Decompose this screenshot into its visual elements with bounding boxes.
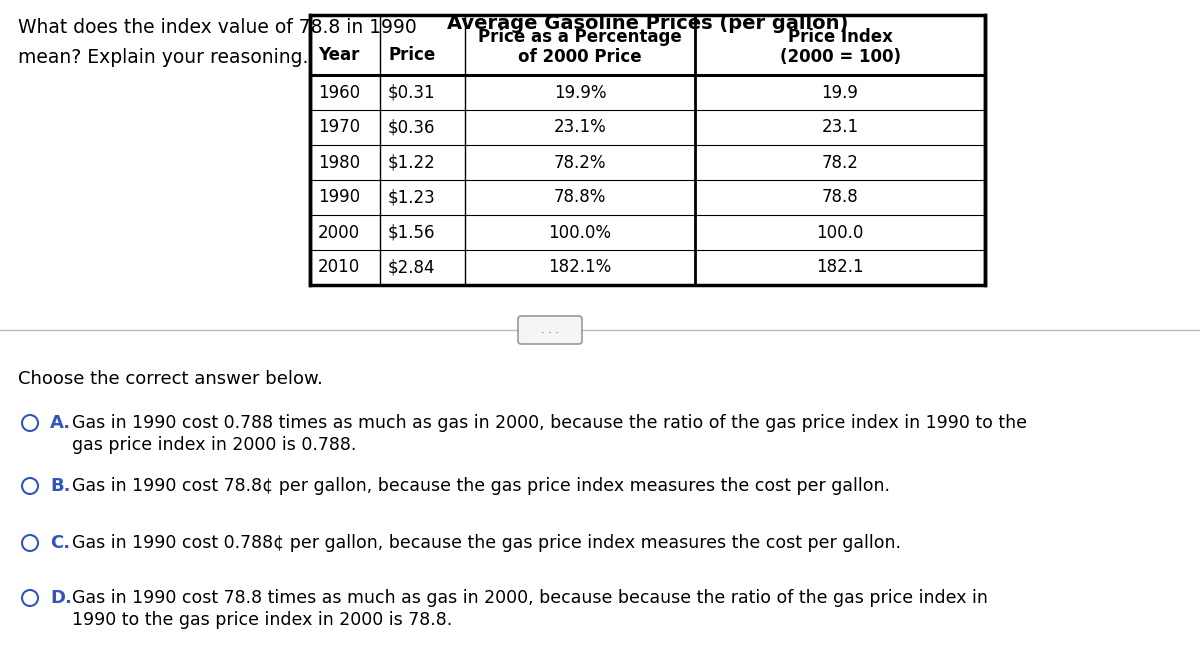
- Text: C.: C.: [50, 534, 70, 552]
- Text: $1.23: $1.23: [388, 188, 436, 206]
- Text: 78.8%: 78.8%: [554, 188, 606, 206]
- Text: 2010: 2010: [318, 258, 360, 276]
- Text: 1990: 1990: [318, 188, 360, 206]
- Text: mean? Explain your reasoning.: mean? Explain your reasoning.: [18, 48, 308, 67]
- FancyBboxPatch shape: [518, 316, 582, 344]
- Text: (2000 = 100): (2000 = 100): [780, 48, 900, 66]
- Text: Gas in 1990 cost 0.788 times as much as gas in 2000, because the ratio of the ga: Gas in 1990 cost 0.788 times as much as …: [72, 414, 1027, 432]
- Text: 19.9%: 19.9%: [553, 83, 606, 101]
- Text: $0.36: $0.36: [388, 119, 436, 137]
- Text: 182.1: 182.1: [816, 258, 864, 276]
- Text: 1960: 1960: [318, 83, 360, 101]
- Text: Average Gasoline Prices (per gallon): Average Gasoline Prices (per gallon): [446, 14, 848, 33]
- Text: A.: A.: [50, 414, 71, 432]
- Text: $2.84: $2.84: [388, 258, 436, 276]
- Text: Choose the correct answer below.: Choose the correct answer below.: [18, 370, 323, 388]
- Text: 78.2: 78.2: [822, 153, 858, 172]
- Text: Price: Price: [388, 46, 436, 64]
- Text: 100.0: 100.0: [816, 224, 864, 242]
- Text: $1.56: $1.56: [388, 224, 436, 242]
- Text: What does the index value of 78.8 in 1990: What does the index value of 78.8 in 199…: [18, 18, 416, 37]
- Text: 1980: 1980: [318, 153, 360, 172]
- Text: . . .: . . .: [541, 325, 559, 335]
- Text: D.: D.: [50, 589, 72, 607]
- Text: 23.1: 23.1: [822, 119, 858, 137]
- Circle shape: [22, 478, 38, 494]
- Text: $0.31: $0.31: [388, 83, 436, 101]
- Text: 23.1%: 23.1%: [553, 119, 606, 137]
- Text: gas price index in 2000 is 0.788.: gas price index in 2000 is 0.788.: [72, 436, 356, 454]
- Bar: [310, 15, 985, 285]
- Text: 78.8: 78.8: [822, 188, 858, 206]
- Text: B.: B.: [50, 477, 71, 495]
- Text: 100.0%: 100.0%: [548, 224, 612, 242]
- Text: Gas in 1990 cost 0.788¢ per gallon, because the gas price index measures the cos: Gas in 1990 cost 0.788¢ per gallon, beca…: [72, 534, 901, 552]
- Text: 19.9: 19.9: [822, 83, 858, 101]
- Text: 1990 to the gas price index in 2000 is 78.8.: 1990 to the gas price index in 2000 is 7…: [72, 611, 452, 629]
- Text: Gas in 1990 cost 78.8 times as much as gas in 2000, because because the ratio of: Gas in 1990 cost 78.8 times as much as g…: [72, 589, 988, 607]
- Text: Price Index: Price Index: [787, 28, 893, 46]
- Text: 2000: 2000: [318, 224, 360, 242]
- Text: of 2000 Price: of 2000 Price: [518, 48, 642, 66]
- Text: 1970: 1970: [318, 119, 360, 137]
- Circle shape: [22, 415, 38, 431]
- Text: 78.2%: 78.2%: [553, 153, 606, 172]
- Text: Price as a Percentage: Price as a Percentage: [478, 28, 682, 46]
- Text: Gas in 1990 cost 78.8¢ per gallon, because the gas price index measures the cost: Gas in 1990 cost 78.8¢ per gallon, becau…: [72, 477, 890, 495]
- Text: 182.1%: 182.1%: [548, 258, 612, 276]
- Text: Year: Year: [318, 46, 359, 64]
- Text: $1.22: $1.22: [388, 153, 436, 172]
- Circle shape: [22, 535, 38, 551]
- Circle shape: [22, 590, 38, 606]
